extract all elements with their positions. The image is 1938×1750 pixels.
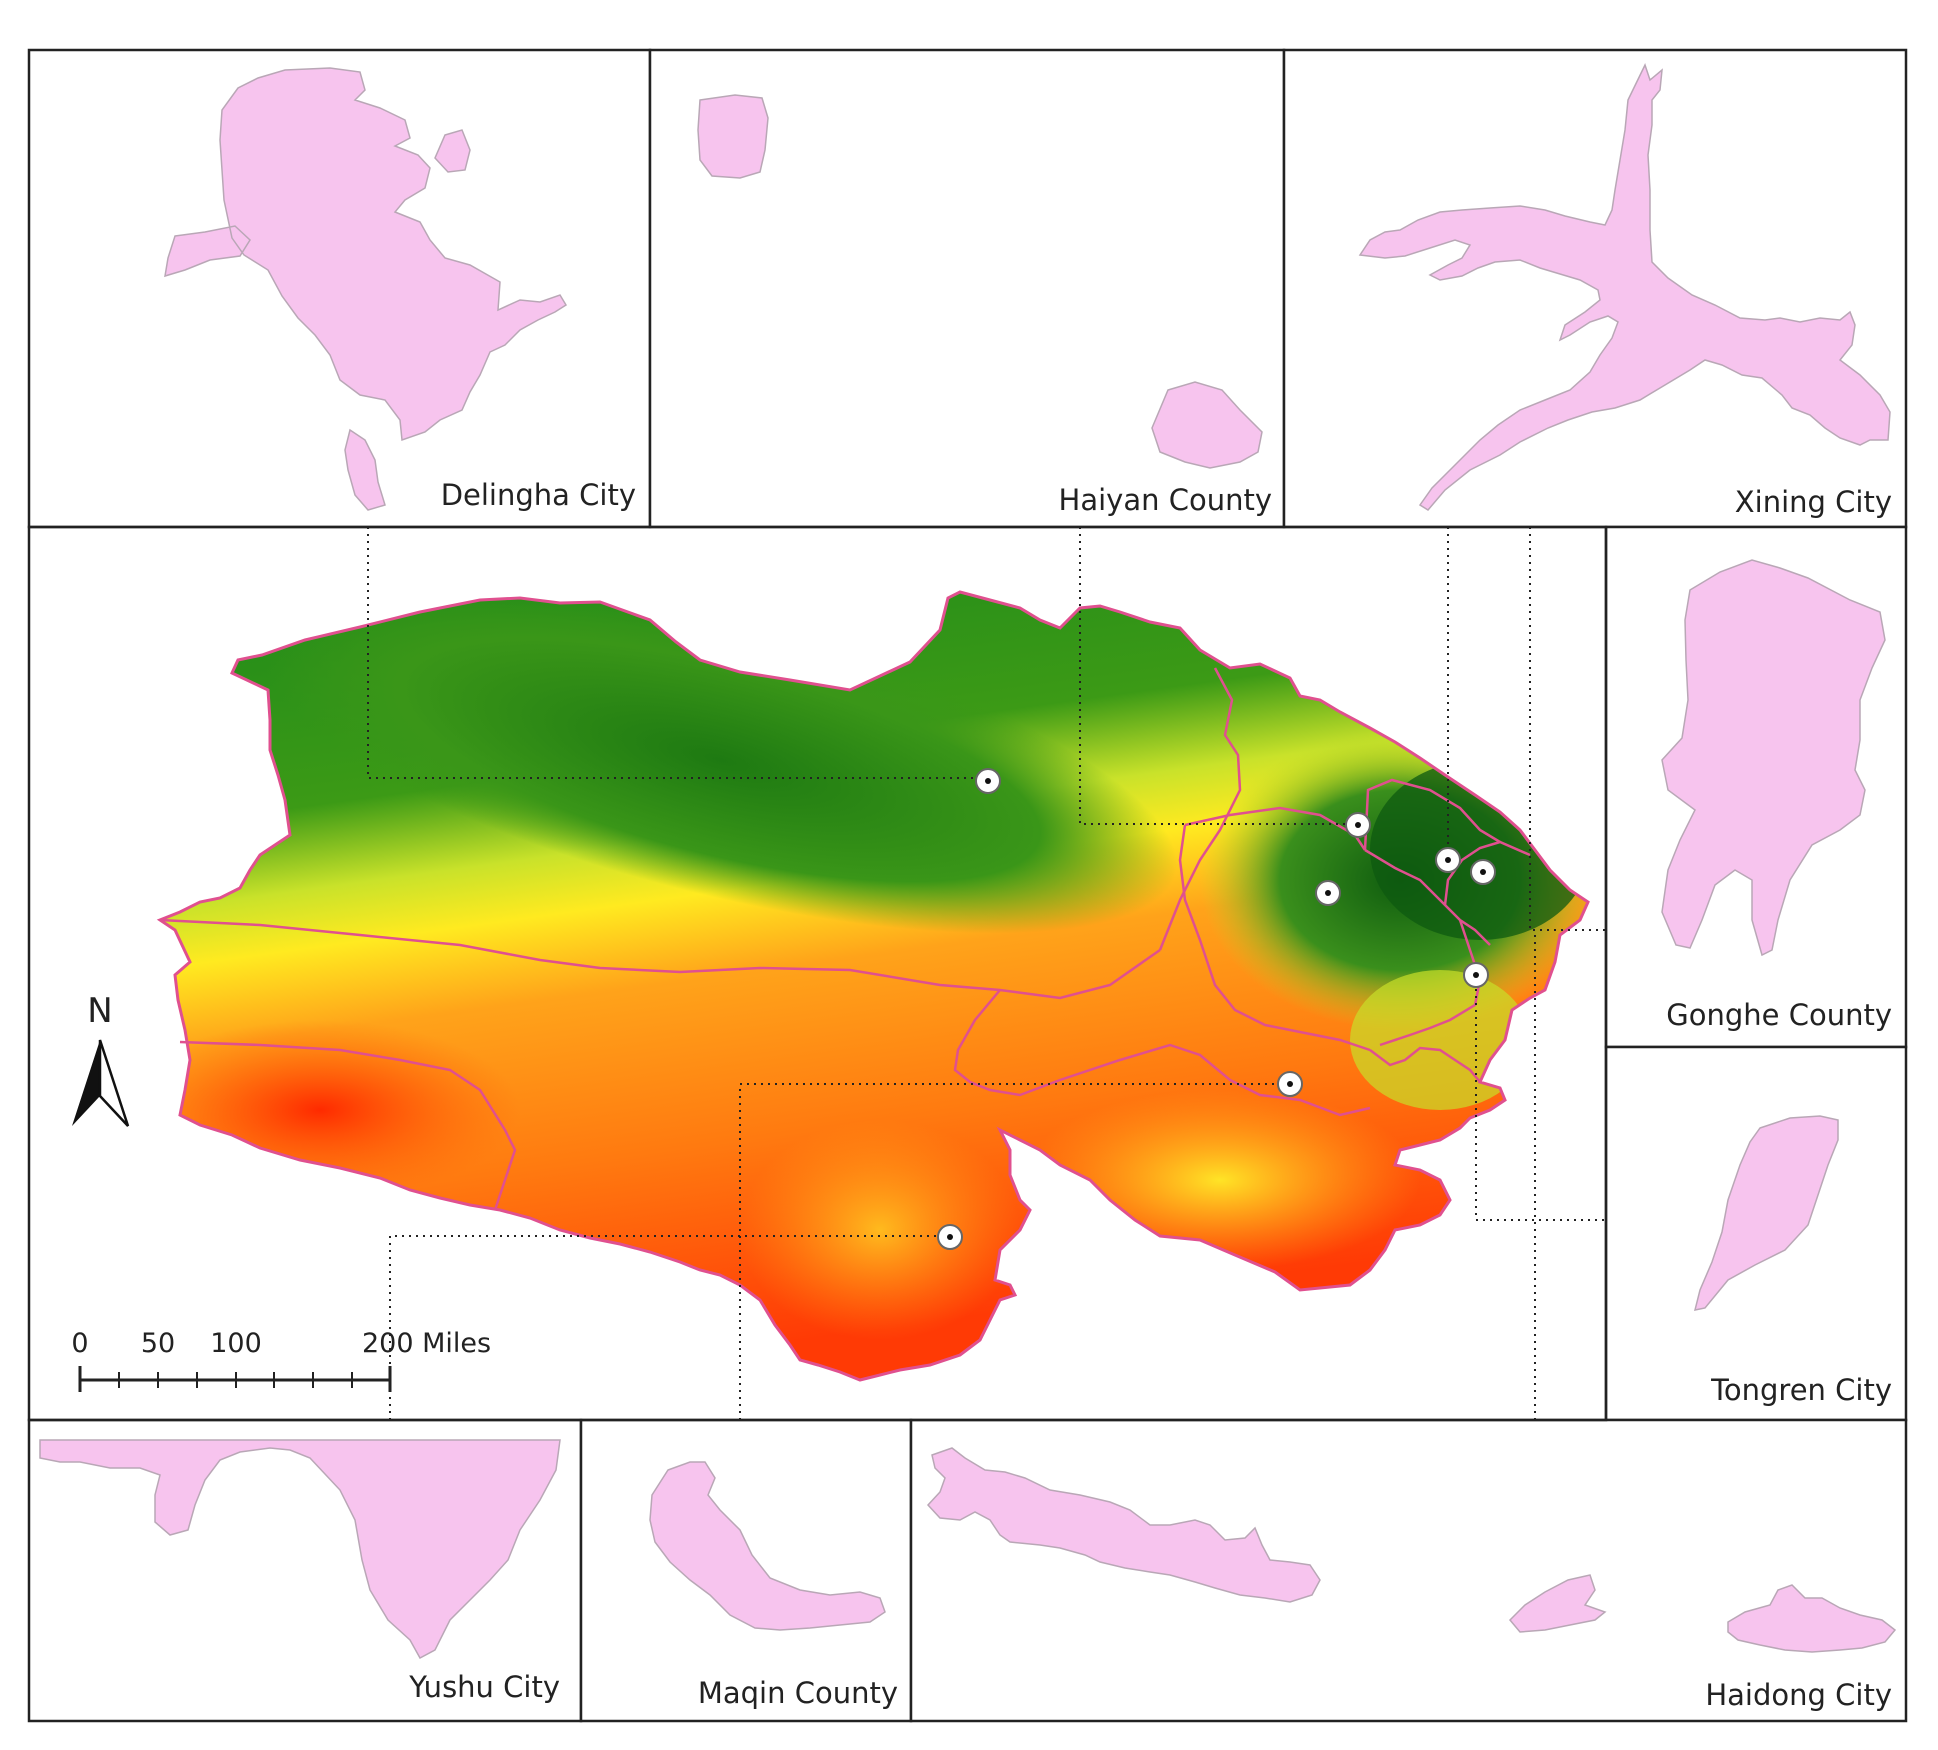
site-marker-gonghe: [1315, 880, 1341, 906]
haiyan-shape-south: [1151, 381, 1263, 469]
inset-label: Haidong City: [1705, 1678, 1892, 1712]
site-marker-maqin: [1277, 1071, 1303, 1097]
scale-label-0: 0: [71, 1328, 88, 1359]
inset-tongren: Tongren City: [1604, 1045, 1908, 1422]
haidong-shape-east: [1727, 1584, 1897, 1653]
haiyan-shape-north: [697, 94, 769, 179]
maqin-shape: [649, 1461, 886, 1631]
inset-label: Delingha City: [441, 478, 636, 512]
elevation-raster: [156, 590, 1590, 1382]
inset-label: Maqin County: [698, 1676, 898, 1710]
north-arrow-left-half: [72, 1040, 100, 1126]
site-marker-tongren: [1463, 962, 1489, 988]
inset-gonghe: Gonghe County: [1604, 525, 1908, 1049]
inset-delingha: Delingha City: [27, 48, 652, 529]
north-arrow-right-half: [98, 1039, 130, 1127]
inset-frame: [909, 1418, 1908, 1723]
scale-label-100: 100: [210, 1328, 262, 1359]
north-arrow-label: N: [87, 991, 112, 1031]
inset-xining: Xining City: [1282, 48, 1908, 529]
site-marker-haiyan: [1345, 812, 1371, 838]
scale-label-200-miles: 200 Miles: [362, 1328, 491, 1359]
inset-yushu: Yushu City: [27, 1418, 583, 1723]
inset-label: Tongren City: [1710, 1373, 1892, 1407]
scale-bar: 0 50 100 200 Miles: [71, 1328, 491, 1392]
leader-lines: [367, 527, 1606, 1420]
xining-shape: [1358, 63, 1891, 511]
north-arrow: N: [72, 991, 130, 1127]
gonghe-shape: [1661, 559, 1886, 957]
site-marker-yushu: [937, 1224, 963, 1250]
yushu-shape: [39, 1439, 561, 1660]
site-marker-delingha: [975, 768, 1001, 794]
inset-label: Gonghe County: [1666, 998, 1892, 1032]
study-sites: [937, 768, 1496, 1250]
site-marker-xining: [1435, 847, 1461, 873]
inset-haidong: Haidong City: [909, 1418, 1908, 1723]
inset-label: Yushu City: [408, 1670, 560, 1704]
site-marker-haidong: [1470, 859, 1496, 885]
haidong-shape-west: [926, 1447, 1321, 1603]
delingha-shape: [164, 67, 568, 511]
haidong-shape-middle: [1508, 1574, 1607, 1633]
inset-haiyan: Haiyan County: [648, 48, 1286, 529]
scale-label-50: 50: [141, 1328, 175, 1359]
tongren-shape: [1693, 1115, 1839, 1311]
inset-label: Haiyan County: [1059, 483, 1272, 517]
inset-label: Xining City: [1735, 485, 1892, 519]
main-map-frame: [27, 525, 1608, 1422]
inset-maqin: Maqin County: [579, 1418, 913, 1723]
